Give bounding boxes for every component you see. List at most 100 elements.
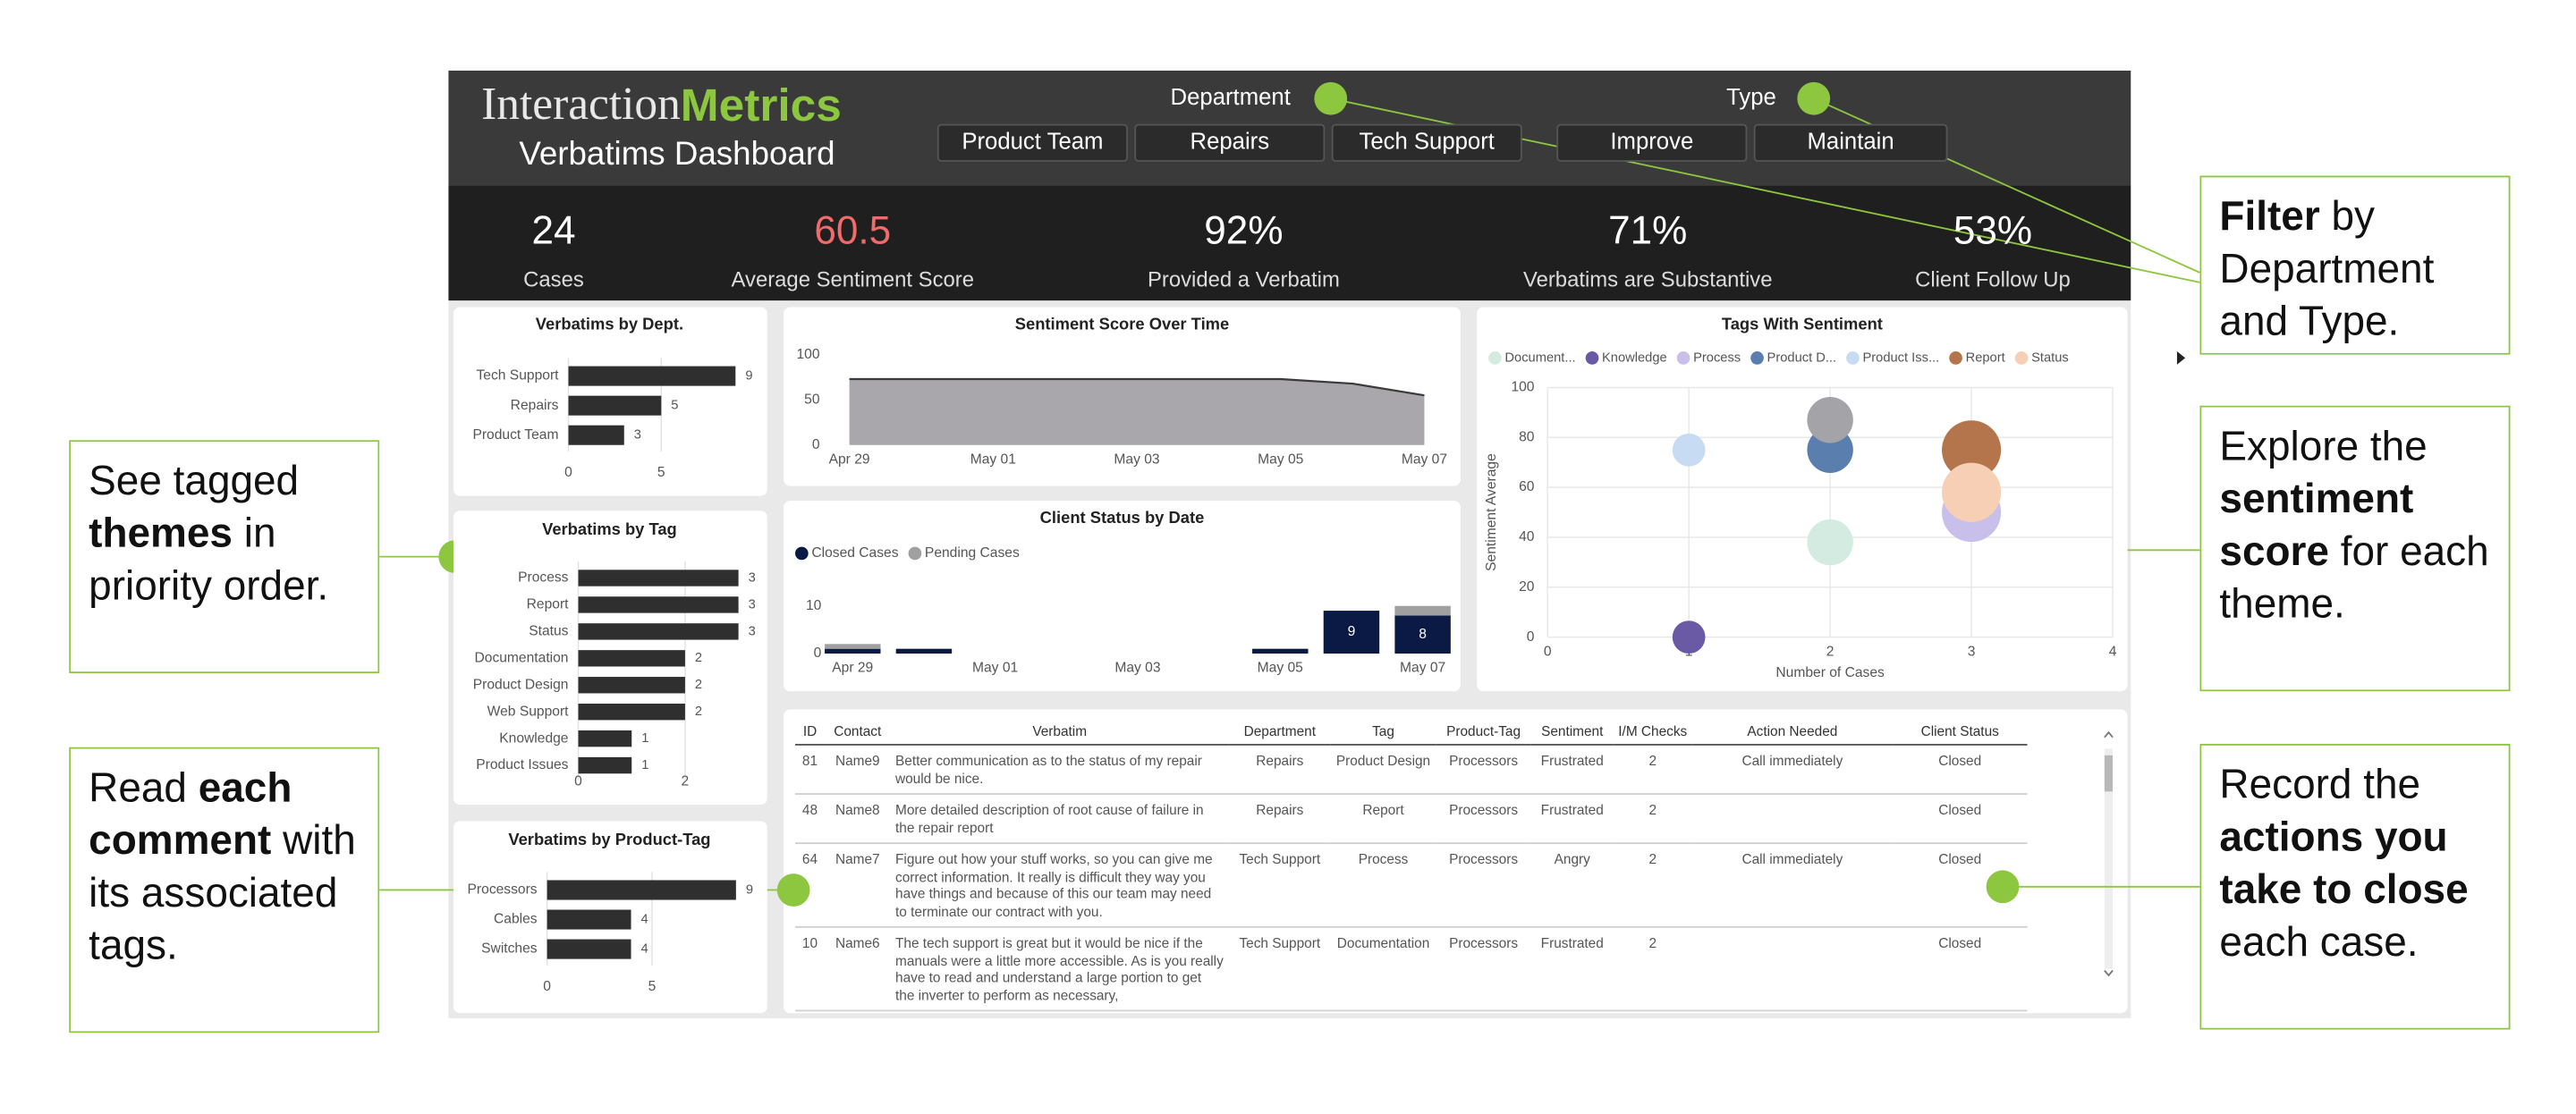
- bar-segment: [1323, 611, 1380, 654]
- legend-swatch: [1846, 351, 1860, 365]
- callout: Read each comment with its associated ta…: [69, 747, 380, 1034]
- bar: [547, 880, 736, 900]
- category-label: Status: [529, 624, 568, 639]
- filter-button[interactable]: [936, 123, 1128, 162]
- bar: [568, 366, 736, 386]
- legend-next[interactable]: [2176, 351, 2186, 365]
- table-cell: [1691, 794, 1893, 845]
- table-cell: More detailed description of root cause …: [890, 794, 1229, 845]
- value-label: 2: [695, 651, 702, 665]
- legend-swatch: [1488, 351, 1502, 365]
- kpi-label: Client Follow Up: [1915, 267, 2071, 291]
- legend-swatch: [1585, 351, 1599, 365]
- table-cell: 2: [1613, 926, 1692, 1012]
- scrollbar-thumb[interactable]: [2104, 755, 2114, 792]
- value-label: 1: [641, 731, 648, 746]
- filter-option: Repairs: [1191, 130, 1270, 155]
- logo-light: Interaction: [481, 79, 681, 130]
- table-cell: Closed: [1892, 794, 2028, 845]
- bar: [578, 677, 685, 694]
- filter-option: Improve: [1610, 130, 1693, 155]
- x-tick-label: 0: [543, 979, 551, 994]
- table-cell: 64: [794, 843, 826, 928]
- value-label: 9: [1348, 624, 1356, 639]
- category-label: Product Team: [472, 427, 558, 443]
- value-label: 2: [695, 705, 702, 719]
- table-cell: 2: [1613, 744, 1692, 795]
- callout-text: with its associated tags.: [89, 817, 356, 969]
- bar: [568, 395, 662, 416]
- bubble: [1942, 462, 2002, 522]
- filter-option: Maintain: [1808, 130, 1894, 155]
- bar: [578, 596, 739, 613]
- category-label: Product Design: [473, 677, 569, 692]
- filter-button[interactable]: [1556, 123, 1748, 162]
- table-cell: Angry: [1530, 843, 1614, 928]
- callout-text: Explore the: [2219, 423, 2428, 470]
- column-header[interactable]: Contact: [825, 719, 891, 746]
- legend-label: Product D...: [1767, 350, 1837, 365]
- legend-swatch: [1750, 351, 1764, 365]
- filter-button[interactable]: [1134, 123, 1326, 162]
- dot: [1797, 81, 1831, 115]
- bar: [578, 756, 632, 774]
- kpi-value: 24: [531, 208, 575, 252]
- callout-text: Read: [89, 764, 199, 812]
- callout-text: Record the: [2219, 762, 2421, 808]
- callout-box: Read each comment with its associated ta…: [69, 747, 380, 1034]
- table-cell: Repairs: [1228, 744, 1331, 795]
- scroll-arrows[interactable]: [2104, 730, 2114, 977]
- y-axis-label: Sentiment Average: [1484, 453, 1499, 571]
- chart-panel: [784, 501, 1461, 692]
- legend-label: Closed Cases: [811, 545, 898, 561]
- callout-text: in priority order.: [89, 511, 329, 610]
- legend-swatch: [908, 546, 922, 561]
- dashboard-subtitle: Verbatims Dashboard: [519, 135, 835, 172]
- callout-box: Explore the sentiment score for each the…: [2199, 405, 2511, 692]
- table-cell: Processors: [1436, 926, 1531, 1012]
- legend-swatch: [1949, 351, 1962, 365]
- table-cell: Repairs: [1228, 794, 1331, 845]
- category-label: Web Support: [487, 704, 569, 719]
- column-header: Action Needed: [1691, 719, 1893, 746]
- x-axis-label: Number of Cases: [1775, 665, 1885, 680]
- category-label: Knowledge: [499, 730, 568, 746]
- bar-segment: [895, 648, 953, 654]
- y-tick-label: 40: [1519, 529, 1535, 544]
- filter-button[interactable]: [1331, 123, 1522, 162]
- kpi-value: 60.5: [814, 208, 891, 252]
- x-tick-label: 3: [1968, 644, 1976, 659]
- area-line: [849, 377, 1425, 397]
- table-cell: Frustrated: [1530, 744, 1614, 795]
- column-header: ID: [794, 719, 826, 746]
- bubble: [1672, 620, 1706, 654]
- legend-swatch: [794, 546, 809, 561]
- callout-text: themes: [89, 511, 233, 557]
- kpi-value: 71%: [1608, 208, 1687, 252]
- kpi-value: 53%: [1953, 208, 2032, 252]
- category-label: Product Issues: [476, 757, 568, 772]
- filter-label: Department: [1171, 85, 1291, 110]
- legend-swatch: [1676, 351, 1690, 365]
- callout: See tagged themes in priority order.: [69, 440, 380, 674]
- column-header: I/M Checks: [1613, 719, 1692, 746]
- x-tick-label: May 03: [1114, 452, 1159, 467]
- column-header: Client Status: [1892, 719, 2028, 746]
- callout-text: Filter: [2219, 193, 2320, 241]
- table-cell: Call immediately: [1691, 744, 1893, 795]
- x-tick-label: 0: [564, 465, 572, 480]
- category-label: Cables: [494, 912, 538, 927]
- bar: [568, 425, 624, 445]
- y-tick-label: 100: [1511, 380, 1534, 395]
- table-cell: Processors: [1436, 794, 1531, 845]
- table-cell: Processors: [1436, 843, 1531, 928]
- filter-button[interactable]: [1753, 123, 1948, 162]
- kpi-label: Verbatims are Substantive: [1523, 267, 1773, 291]
- category-label: Switches: [481, 941, 538, 957]
- value-label: 2: [695, 678, 702, 692]
- y-tick-label: 0: [1527, 629, 1535, 645]
- area-fill: [849, 378, 1425, 445]
- table-header-row: ID Contact Verbatim Department Tag Product-Ta…: [794, 719, 2028, 746]
- bar: [578, 650, 685, 667]
